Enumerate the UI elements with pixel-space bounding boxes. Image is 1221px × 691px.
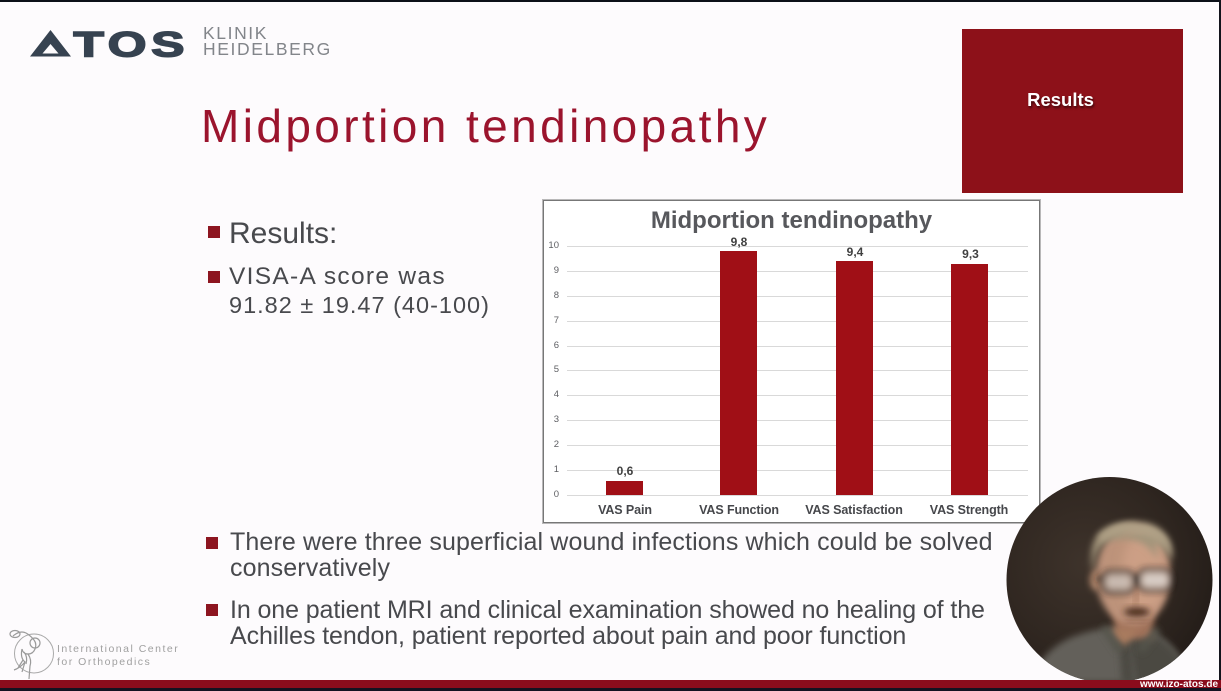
svg-text:TOS: TOS [74, 30, 189, 58]
